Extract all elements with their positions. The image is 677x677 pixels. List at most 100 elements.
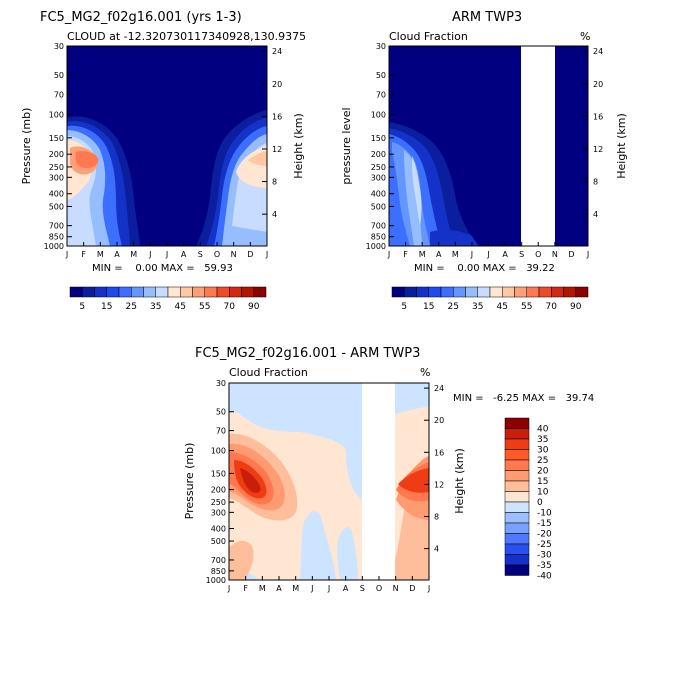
panel2-subtitle: Cloud Fraction	[389, 30, 468, 43]
colorbar-label: 45	[175, 302, 186, 312]
panel2-ylabel: pressure level	[340, 107, 353, 184]
colorbar-swatch	[563, 286, 576, 298]
panel3-unit: %	[420, 366, 430, 379]
height-tick-label: 16	[272, 112, 282, 121]
colorbar-swatch	[229, 286, 242, 298]
colorbar-swatch	[504, 449, 530, 461]
panel2-colorbar: 5 15 25 35 45 55 70 90	[391, 286, 589, 312]
colorbar-swatch	[82, 286, 95, 298]
height-tick-label: 20	[434, 416, 444, 425]
colorbar-label: 35	[150, 302, 161, 312]
month-tick-label: J	[387, 250, 390, 259]
height-tick-label: 12	[272, 145, 282, 154]
pressure-tick-label: 50	[216, 408, 226, 417]
pressure-tick-label: 70	[216, 427, 226, 436]
month-tick-label: J	[227, 584, 230, 593]
colorbar-label: 90	[248, 302, 260, 312]
pressure-tick-label: 150	[49, 134, 64, 143]
month-tick-label: J	[310, 584, 313, 593]
colorbar-swatch	[504, 533, 530, 545]
panel3-height-ticks: 24 20 16 12 8 4	[424, 384, 444, 554]
colorbar-swatch	[504, 543, 530, 555]
panel1-contours	[67, 46, 267, 246]
panel-diff: FC5_MG2_f02g16.001 - ARM TWP3 Cloud Frac…	[183, 346, 594, 593]
month-tick-label: A	[343, 584, 349, 593]
height-tick-label: 12	[593, 145, 603, 154]
month-tick-label: A	[436, 250, 442, 259]
colorbar-label: -30	[537, 551, 552, 561]
month-tick-label: S	[360, 584, 365, 593]
month-tick-label: N	[231, 250, 237, 259]
panel3-contours	[229, 383, 429, 580]
colorbar-label: 55	[199, 302, 210, 312]
panel3-title: FC5_MG2_f02g16.001 - ARM TWP3	[195, 346, 420, 361]
pressure-tick-label: 200	[211, 486, 226, 495]
pressure-tick-label: 500	[211, 537, 226, 546]
colorbar-swatch	[504, 459, 530, 471]
colorbar-label: 40	[537, 425, 549, 435]
month-tick-label: F	[243, 584, 248, 593]
colorbar-label: -20	[537, 530, 552, 540]
month-tick-label: M	[419, 250, 426, 259]
colorbar-swatch	[216, 286, 230, 298]
panel2-height-ticks: 24 20 16 12 8 4	[583, 47, 603, 219]
month-tick-label: O	[214, 250, 220, 259]
colorbar-label: 70	[546, 302, 558, 312]
pressure-tick-label: 1000	[206, 576, 226, 585]
panel1-title: FC5_MG2_f02g16.001 (yrs 1-3)	[40, 10, 242, 25]
panel-obs: ARM TWP3 Cloud Fraction % pressure level…	[340, 10, 628, 312]
panel2-contours	[389, 46, 555, 246]
panel2-y2label: Height (km)	[615, 113, 628, 179]
colorbar-swatch	[143, 286, 156, 298]
month-tick-label: A	[502, 250, 508, 259]
colorbar-swatch	[504, 438, 530, 450]
month-tick-label: J	[265, 250, 268, 259]
colorbar-swatch	[106, 286, 120, 298]
pressure-tick-label: 400	[211, 525, 226, 534]
height-tick-label: 16	[593, 112, 603, 121]
colorbar-swatch	[551, 286, 564, 298]
pressure-tick-label: 100	[211, 447, 226, 456]
colorbar-swatch	[489, 286, 503, 298]
month-tick-label: F	[403, 250, 408, 259]
month-tick-label: O	[535, 250, 541, 259]
month-tick-label: J	[165, 250, 168, 259]
month-tick-label: J	[327, 584, 330, 593]
colorbar-label: 5	[401, 302, 407, 312]
panel3-ylabel: Pressure (mb)	[183, 443, 196, 520]
colorbar-label: -25	[537, 540, 552, 550]
month-tick-label: M	[452, 250, 459, 259]
month-tick-label: J	[148, 250, 151, 259]
colorbar-label: -35	[537, 561, 552, 571]
pressure-tick-label: 700	[49, 222, 64, 231]
pressure-tick-label: 100	[49, 111, 64, 120]
pressure-tick-label: 500	[49, 202, 64, 211]
month-tick-label: J	[427, 584, 430, 593]
colorbar-swatch	[428, 286, 442, 298]
month-tick-label: M	[259, 584, 266, 593]
pressure-tick-label: 50	[376, 71, 386, 80]
colorbar-label: 5	[79, 302, 85, 312]
pressure-tick-label: 250	[49, 163, 64, 172]
pressure-tick-label: 700	[211, 556, 226, 565]
month-tick-label: J	[470, 250, 473, 259]
colorbar-swatch	[504, 470, 530, 482]
colorbar-label: 20	[537, 467, 549, 477]
pressure-tick-label: 100	[371, 111, 386, 120]
pressure-tick-label: 400	[371, 190, 386, 199]
panel2-stats: MIN = 0.00 MAX = 39.22	[414, 263, 555, 274]
colorbar-label: 25	[537, 456, 548, 466]
colorbar-swatch	[504, 428, 530, 440]
pressure-tick-label: 1000	[366, 242, 386, 251]
colorbar-swatch	[253, 286, 267, 298]
colorbar-swatch	[180, 286, 193, 298]
height-tick-label: 8	[593, 178, 598, 187]
pressure-tick-label: 70	[376, 90, 386, 99]
panel3-y2label: Height (km)	[453, 448, 466, 514]
